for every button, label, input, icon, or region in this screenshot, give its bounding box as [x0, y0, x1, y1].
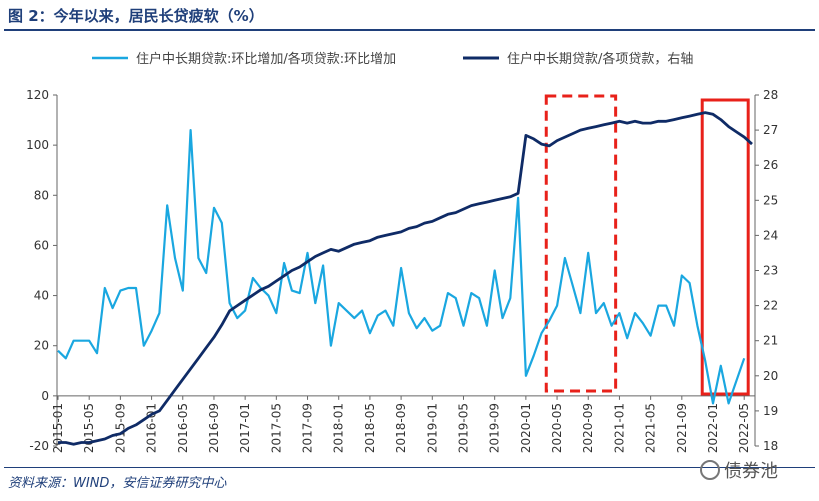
- right-tick-label: 27: [763, 123, 778, 137]
- x-tick-label: 2022-01: [706, 403, 720, 453]
- x-tick-label: 2015-01: [51, 403, 65, 453]
- left-tick-label: 120: [26, 88, 49, 102]
- left-tick-label: 0: [41, 389, 49, 403]
- right-tick-label: 24: [763, 228, 778, 242]
- right-tick-label: 23: [763, 264, 778, 278]
- right-tick-label: 22: [763, 299, 778, 313]
- legend-label: 住户中长期贷款/各项贷款，右轴: [507, 51, 693, 67]
- wechat-icon: [700, 460, 720, 480]
- x-tick-label: 2016-05: [176, 403, 190, 453]
- x-tick-label: 2019-09: [488, 403, 502, 453]
- x-tick-label: 2017-05: [269, 403, 283, 453]
- x-tick-label: 2019-05: [456, 403, 470, 453]
- left-tick-label: 80: [34, 188, 49, 202]
- source-note: 资料来源：WIND，安信证券研究中心: [8, 476, 227, 491]
- x-tick-label: 2022-05: [737, 403, 751, 453]
- x-tick-label: 2018-01: [332, 403, 346, 453]
- series-line-loan-increment: [57, 129, 746, 405]
- left-tick-label: 40: [34, 289, 49, 303]
- x-tick-label: 2015-09: [113, 403, 127, 453]
- series-line-loan-share: [58, 111, 753, 446]
- x-tick-label: 2021-05: [644, 403, 658, 453]
- x-tick-label: 2019-01: [425, 403, 439, 453]
- right-tick-label: 26: [763, 158, 778, 172]
- left-tick-label: -20: [29, 439, 49, 453]
- x-tick-label: 2018-05: [363, 403, 377, 453]
- left-tick-label: 20: [34, 339, 49, 353]
- left-tick-label: 60: [34, 238, 49, 252]
- legend-label: 住户中长期贷款:环比增加/各项贷款:环比增加: [136, 51, 396, 67]
- right-tick-label: 19: [763, 404, 778, 418]
- watermark-text: 债券池: [724, 461, 778, 482]
- highlight-box-dashed: [544, 94, 618, 393]
- source-divider: [4, 467, 815, 468]
- title-divider: [4, 29, 815, 31]
- right-tick-label: 28: [763, 88, 778, 102]
- right-tick-label: 21: [763, 334, 778, 348]
- x-tick-label: 2017-01: [238, 403, 252, 453]
- watermark: 债券池: [700, 457, 778, 483]
- right-tick-label: 20: [763, 369, 778, 383]
- right-tick-label: 18: [763, 439, 778, 453]
- x-tick-label: 2020-05: [550, 403, 564, 453]
- figure-title: 图 2：今年以来，居民长贷疲软（%）: [8, 7, 264, 25]
- left-tick-label: 100: [26, 138, 49, 152]
- x-tick-label: 2016-09: [207, 403, 221, 453]
- highlight-box-solid: [700, 98, 750, 396]
- x-tick-label: 2017-09: [301, 403, 315, 453]
- x-tick-label: 2021-09: [675, 403, 689, 453]
- right-tick-label: 25: [763, 193, 778, 207]
- x-tick-label: 2015-05: [82, 403, 96, 453]
- x-tick-label: 2018-09: [394, 403, 408, 453]
- x-tick-label: 2021-01: [612, 403, 626, 453]
- x-tick-label: 2020-01: [519, 403, 533, 453]
- x-tick-label: 2016-01: [145, 403, 159, 453]
- x-tick-label: 2020-09: [581, 403, 595, 453]
